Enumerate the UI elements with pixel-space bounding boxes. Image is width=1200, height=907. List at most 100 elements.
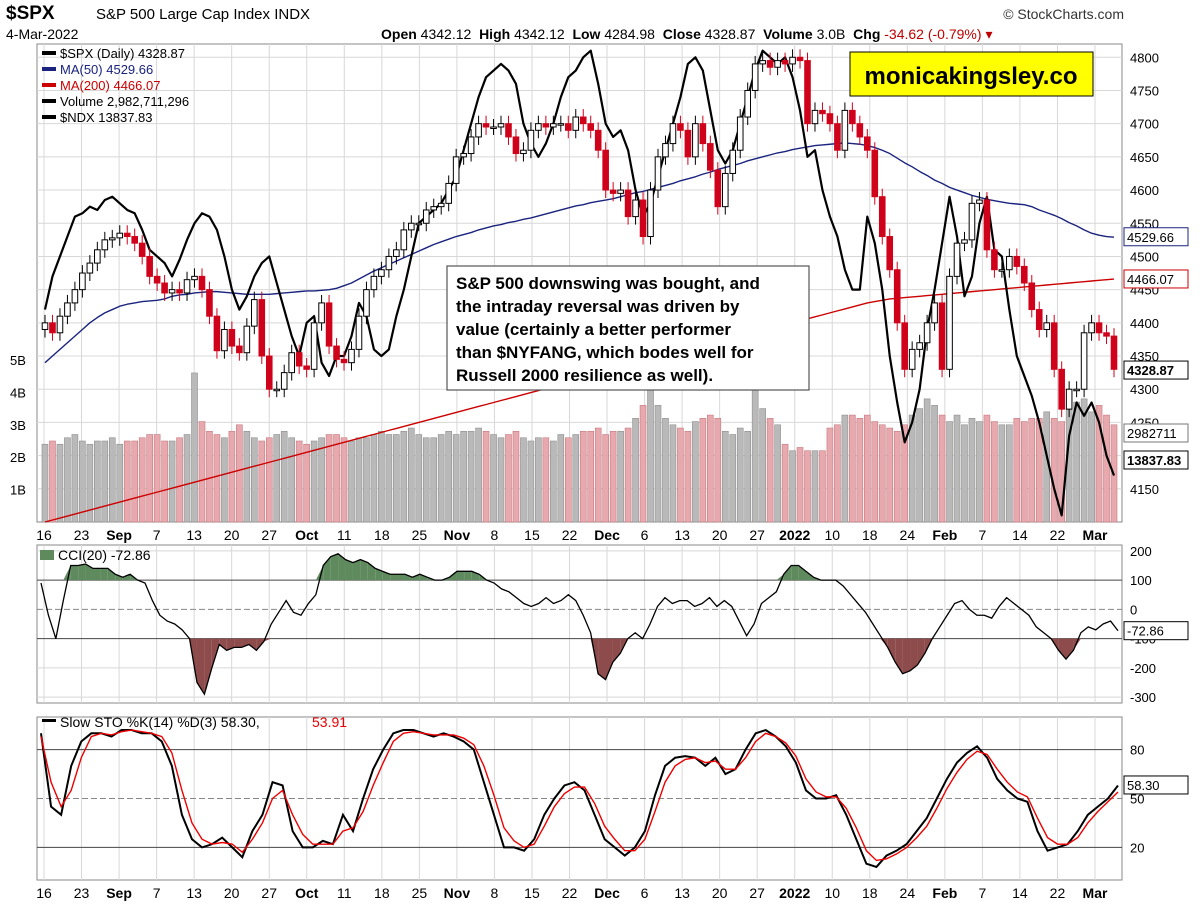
change-label: Chg xyxy=(853,26,881,42)
cci-oversold-fill xyxy=(895,638,903,674)
candle-body xyxy=(325,302,333,347)
volume-bar xyxy=(198,421,206,523)
candle-body xyxy=(617,189,624,194)
volume-bar xyxy=(535,437,542,523)
cci-overbought-fill xyxy=(390,574,398,581)
date-tick-label: 18 xyxy=(862,527,878,543)
volume-bar xyxy=(572,434,580,523)
cci-overbought-fill xyxy=(360,559,368,581)
volume-bar xyxy=(445,430,452,523)
candle-body xyxy=(550,123,557,128)
candle-body xyxy=(243,325,251,354)
sto-legend-d: 53.91 xyxy=(312,714,347,730)
cci-overbought-fill xyxy=(382,571,391,581)
date-tick-label: 6 xyxy=(641,527,649,543)
date-tick-label: 18 xyxy=(374,885,390,901)
candle-body xyxy=(176,289,183,294)
candle-body xyxy=(437,202,445,208)
volume-bar xyxy=(520,437,527,523)
cci-overbought-fill xyxy=(345,559,353,581)
candle-body xyxy=(878,196,886,238)
volume-bar xyxy=(123,440,131,523)
candle-body xyxy=(781,60,789,65)
cci-overbought-fill xyxy=(115,574,123,581)
ma50-tag-box xyxy=(1123,227,1189,247)
candle-body xyxy=(288,352,295,374)
volume-bar xyxy=(639,405,647,523)
candle-body xyxy=(512,136,520,155)
date-tick-label: 16 xyxy=(36,885,52,901)
volume-bar xyxy=(953,414,961,523)
chart-date: 4-Mar-2022 xyxy=(6,26,79,42)
volume-bar xyxy=(79,440,86,523)
change-value: -34.62 (-0.79%) xyxy=(884,26,982,42)
candle-body xyxy=(101,239,109,251)
date-tick-label: 16 xyxy=(36,527,52,543)
cci-overbought-fill xyxy=(70,565,79,581)
date-tick-label: 7 xyxy=(978,885,986,901)
candle-body xyxy=(946,275,953,370)
candle-body xyxy=(736,116,744,151)
candle-body xyxy=(841,109,849,151)
candle-body xyxy=(318,302,325,324)
volume-bar xyxy=(931,405,938,523)
volume-bar xyxy=(153,434,161,523)
date-tick-label: 23 xyxy=(74,527,90,543)
candle-body xyxy=(452,156,460,184)
cci-legend: CCI(20) -72.86 xyxy=(58,547,151,563)
candle-body xyxy=(520,149,527,155)
ma200-tag: 4466.07 xyxy=(1127,272,1174,287)
date-tick-label: 20 xyxy=(224,527,240,543)
candle-body xyxy=(475,123,482,138)
candle-body xyxy=(497,123,505,128)
date-tick-label: Feb xyxy=(932,527,957,543)
date-tick-label: 11 xyxy=(337,885,352,901)
candle-body xyxy=(849,109,856,125)
close-tag-box xyxy=(1123,360,1189,380)
date-tick-label: Sep xyxy=(106,885,132,901)
volume-bar xyxy=(654,405,662,523)
candle-body xyxy=(370,275,378,291)
low-label: Low xyxy=(572,26,601,42)
volume-bar xyxy=(923,398,931,523)
volume-bar xyxy=(527,440,535,523)
candle-body xyxy=(482,123,490,128)
line-icon xyxy=(42,67,56,71)
close-tag: 4328.87 xyxy=(1127,363,1174,378)
cci-overbought-fill xyxy=(798,565,807,581)
candle-body xyxy=(191,275,198,281)
cci-tick-label: 0 xyxy=(1130,602,1137,617)
volume-bar xyxy=(206,430,213,523)
volume-bar xyxy=(707,414,714,523)
candle-body xyxy=(265,355,273,390)
volume-bar xyxy=(564,437,572,523)
volume-bar xyxy=(482,430,490,523)
date-tick-label: 20 xyxy=(712,527,728,543)
candle-body xyxy=(572,116,580,131)
candle-body xyxy=(662,143,669,158)
cci-overbought-fill xyxy=(323,556,331,581)
volume-bar xyxy=(265,437,273,523)
candle-body xyxy=(886,236,894,271)
candle-body xyxy=(774,60,781,68)
volume-bar xyxy=(1013,418,1021,523)
legend-item: Volume 2,982,711,296 xyxy=(60,94,189,109)
annotation-box xyxy=(446,265,810,391)
cci-overbought-fill xyxy=(78,564,86,581)
candle-body xyxy=(146,255,153,277)
date-tick-label: 27 xyxy=(261,527,277,543)
volume-bar xyxy=(647,382,654,523)
price-tick-label: 4500 xyxy=(1130,249,1159,264)
cci-overbought-fill xyxy=(464,571,472,581)
candle-body xyxy=(714,169,722,208)
candle-body xyxy=(677,123,684,131)
candle-body xyxy=(280,372,288,390)
volume-bar xyxy=(460,430,467,523)
open-label: Open xyxy=(381,26,417,42)
candle-body xyxy=(228,328,236,347)
volume-bar xyxy=(415,434,423,523)
candle-body xyxy=(445,182,452,204)
candle-body xyxy=(340,358,348,364)
annotation-line: Russell 2000 resilience as well). xyxy=(456,366,713,385)
volume-bar xyxy=(430,437,438,523)
